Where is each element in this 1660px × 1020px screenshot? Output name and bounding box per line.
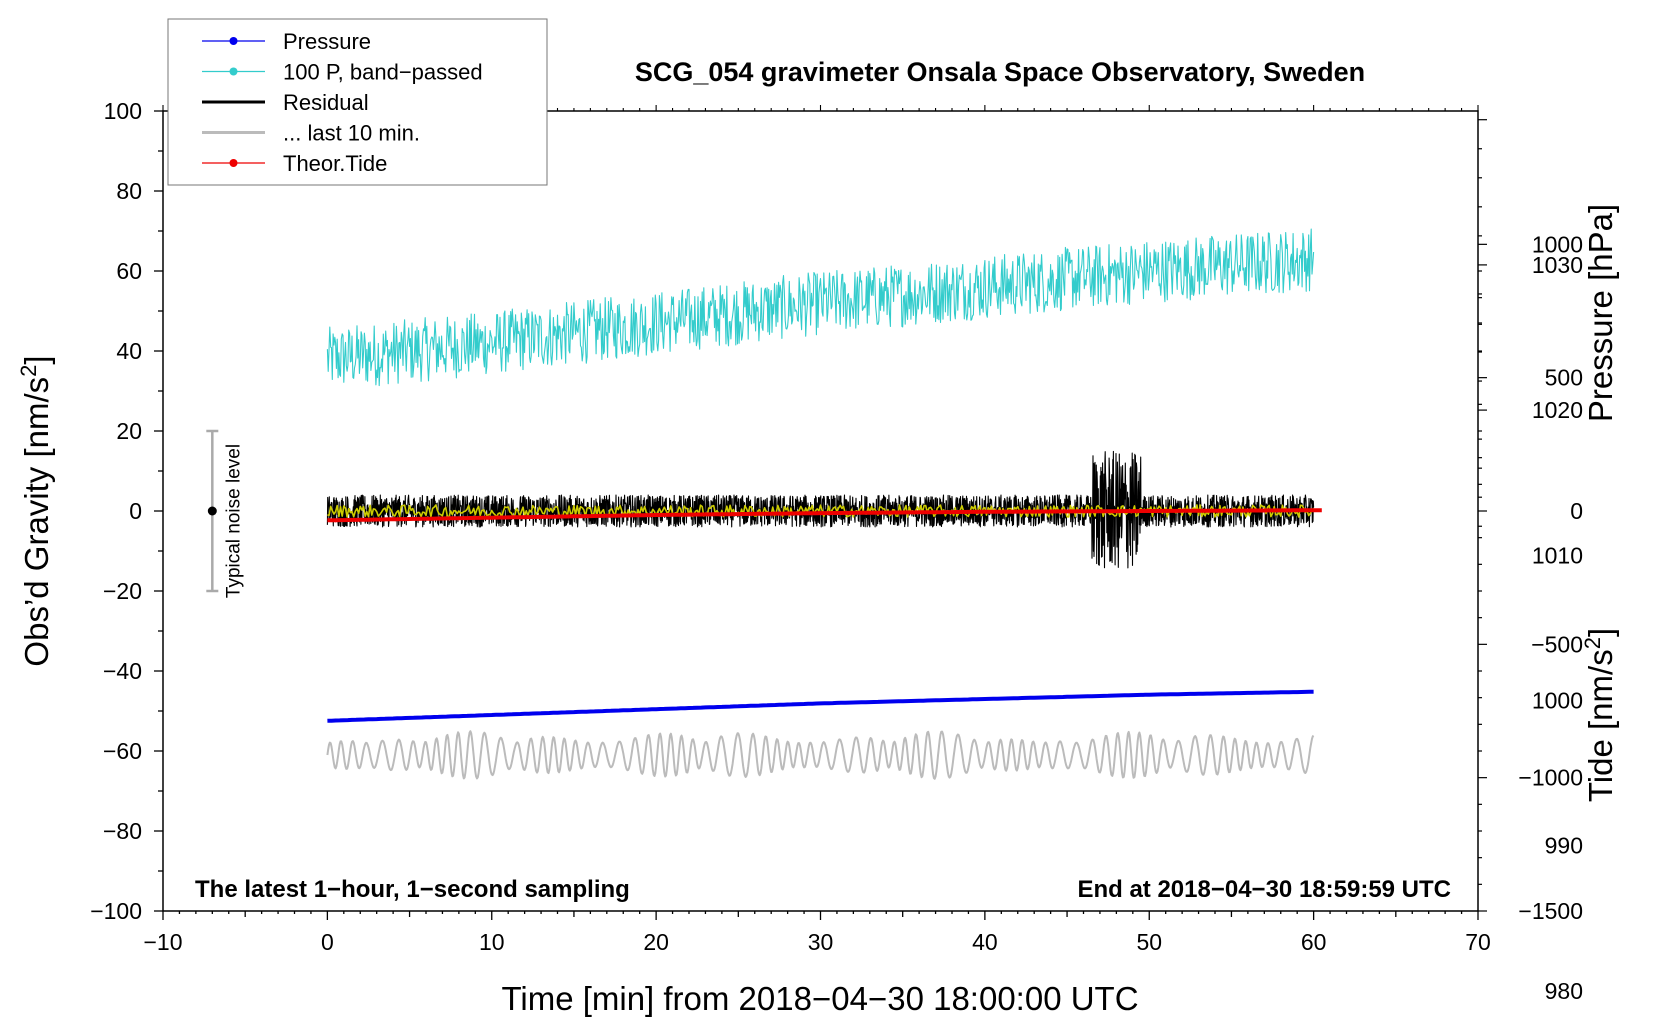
legend-label: 100 P, band−passed [283, 60, 483, 85]
noise-bar-label: Typical noise level [223, 444, 244, 598]
legend-label: Residual [283, 90, 369, 115]
legend-label: Pressure [283, 29, 371, 54]
legend-item: Pressure [202, 29, 371, 54]
x-tick-label: 40 [972, 929, 998, 955]
annotation-end-time: End at 2018−04−30 18:59:59 UTC [1077, 876, 1451, 903]
x-tick-label: 60 [1301, 929, 1327, 955]
y-tick-label: −20 [103, 578, 142, 604]
y-axis-label-gravity: Obs’d Gravity [nm/s2] [16, 355, 55, 666]
legend-item: ... last 10 min. [202, 121, 420, 146]
legend-item: 100 P, band−passed [202, 60, 483, 85]
y-tick-label: −80 [103, 818, 142, 844]
y-tick-label: 0 [129, 498, 142, 524]
y-axis-label-tide-close: ] [1582, 628, 1619, 637]
pressure-tick-label: 1020 [1532, 397, 1583, 423]
series-residual [326, 450, 1315, 569]
y-tick-label: −40 [103, 658, 142, 684]
x-tick-label: 20 [643, 929, 669, 955]
legend-item: Residual [202, 90, 369, 115]
y-tick-label: 20 [116, 418, 142, 444]
series-100-p-band-passed [326, 228, 1315, 387]
x-tick-label: 30 [808, 929, 834, 955]
y-axis-label-gravity-text: Obs’d Gravity [nm/s [18, 377, 55, 667]
y-tick-label: 40 [116, 338, 142, 364]
legend-swatch-marker [229, 37, 238, 45]
legend-label: ... last 10 min. [283, 121, 420, 146]
x-tick-label: 50 [1136, 929, 1162, 955]
y-tick-label: −60 [103, 738, 142, 764]
legend-label: Theor.Tide [283, 151, 387, 176]
y-axis-label-gravity-close: ] [18, 355, 55, 364]
legend-swatch-marker [229, 67, 238, 76]
legend-swatch-marker [229, 159, 238, 167]
pressure-tick-label: 990 [1545, 833, 1583, 859]
x-axis-label: Time [min] from 2018−04−30 18:00:00 UTC [501, 980, 1138, 1017]
y-axis-label-tide: Tide [nm/s2] [1580, 628, 1619, 802]
noise-level-indicator: Typical noise level [206, 429, 244, 598]
y-axis-label-gravity-sup: 2 [16, 365, 41, 377]
pressure-tick-label: 1000 [1532, 687, 1583, 713]
tide-tick-label: 1000 [1532, 231, 1583, 257]
pressure-tick-label: 1030 [1532, 252, 1583, 278]
noise-bar-dot [207, 506, 217, 516]
x-tick-label: 70 [1465, 929, 1491, 955]
tide-tick-label: −500 [1531, 631, 1583, 657]
x-tick-label: 10 [479, 929, 505, 955]
y-axis-label-pressure: Pressure [hPa] [1582, 204, 1619, 422]
y-axis-label-tide-sup: 2 [1580, 637, 1605, 649]
tide-tick-label: −1000 [1518, 765, 1583, 791]
y-tick-label: −100 [90, 898, 142, 924]
tide-tick-label: −1500 [1518, 898, 1583, 924]
series-last-10-min [326, 730, 1315, 780]
series-layer [326, 228, 1322, 780]
tide-tick-label: 500 [1545, 365, 1583, 391]
series-pressure [327, 689, 1314, 723]
pressure-tick-label: 980 [1545, 978, 1583, 1004]
legend-item: Theor.Tide [202, 151, 387, 176]
x-tick-label: −10 [143, 929, 182, 955]
series-theor-tide [327, 508, 1322, 523]
x-tick-label: 0 [321, 929, 334, 955]
annotation-sampling: The latest 1−hour, 1−second sampling [195, 876, 630, 903]
legend: Pressure 100 P, band−passed Residual ... la… [167, 18, 548, 186]
axis-ticks: −10 0 10 20 30 40 50 60 70100806040200−20−40−60−… [90, 98, 1583, 1004]
y-tick-label: 80 [116, 178, 142, 204]
chart-title: SCG_054 gravimeter Onsala Space Observat… [635, 57, 1365, 87]
y-tick-label: 60 [116, 258, 142, 284]
y-tick-label: 100 [104, 98, 142, 124]
y-axis-label-tide-text: Tide [nm/s [1582, 649, 1619, 802]
tide-tick-label: 0 [1570, 498, 1583, 524]
pressure-tick-label: 1010 [1532, 542, 1583, 568]
